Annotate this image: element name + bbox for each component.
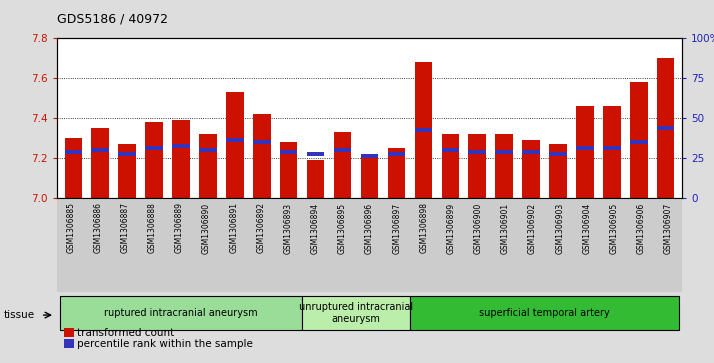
Text: GSM1306893: GSM1306893 [283, 203, 293, 253]
Text: ruptured intracranial aneurysm: ruptured intracranial aneurysm [104, 308, 258, 318]
Bar [119, 144, 136, 198]
Bar [441, 148, 459, 152]
Text: GSM1306899: GSM1306899 [446, 203, 456, 253]
Text: GSM1306897: GSM1306897 [392, 203, 401, 253]
Bar [388, 148, 405, 198]
Text: GSM1306892: GSM1306892 [256, 203, 266, 253]
Text: GSM1306894: GSM1306894 [311, 203, 320, 253]
Bar [468, 150, 486, 154]
Bar [199, 148, 216, 152]
Bar [146, 146, 163, 150]
Bar [523, 150, 540, 154]
Bar [172, 144, 190, 148]
Bar [496, 150, 513, 154]
Bar [361, 154, 378, 158]
Bar [226, 92, 243, 198]
Bar [253, 114, 271, 198]
Text: GSM1306887: GSM1306887 [121, 203, 129, 253]
Text: GSM1306904: GSM1306904 [583, 203, 591, 254]
Bar [226, 138, 243, 142]
Bar [630, 140, 648, 144]
Text: GSM1306889: GSM1306889 [175, 203, 183, 253]
Bar [496, 134, 513, 198]
Bar [415, 62, 432, 198]
Text: GSM1306906: GSM1306906 [637, 203, 645, 254]
Bar [576, 106, 593, 198]
Bar [307, 152, 324, 156]
Text: GSM1306888: GSM1306888 [148, 203, 156, 253]
Text: GDS5186 / 40972: GDS5186 / 40972 [57, 13, 168, 26]
Bar [657, 126, 675, 130]
Text: percentile rank within the sample: percentile rank within the sample [77, 339, 253, 349]
Text: GSM1306898: GSM1306898 [419, 203, 428, 253]
Bar [307, 160, 324, 198]
Bar [91, 128, 109, 198]
Bar [603, 146, 620, 150]
Bar [523, 140, 540, 198]
Text: GSM1306901: GSM1306901 [501, 203, 510, 253]
Bar [468, 134, 486, 198]
Bar [657, 58, 675, 198]
Bar [91, 148, 109, 152]
Bar [172, 120, 190, 198]
Bar [253, 140, 271, 144]
Text: unruptured intracranial
aneurysm: unruptured intracranial aneurysm [299, 302, 413, 324]
Bar [415, 128, 432, 132]
Text: GSM1306896: GSM1306896 [365, 203, 374, 253]
Bar [334, 132, 351, 198]
Bar [549, 144, 567, 198]
Text: GSM1306903: GSM1306903 [555, 203, 564, 254]
Bar [441, 134, 459, 198]
Text: GSM1306907: GSM1306907 [664, 203, 673, 254]
Text: GSM1306902: GSM1306902 [528, 203, 537, 253]
Bar [549, 152, 567, 156]
Bar [146, 122, 163, 198]
FancyBboxPatch shape [60, 296, 302, 330]
Text: GSM1306890: GSM1306890 [202, 203, 211, 253]
Bar [603, 106, 620, 198]
Bar [119, 152, 136, 156]
Text: tissue: tissue [4, 310, 35, 320]
Bar [280, 150, 298, 154]
Bar [64, 138, 82, 198]
Text: GSM1306891: GSM1306891 [229, 203, 238, 253]
Bar [334, 148, 351, 152]
FancyBboxPatch shape [410, 296, 679, 330]
Bar [361, 156, 378, 198]
Bar [199, 134, 216, 198]
Text: superficial temporal artery: superficial temporal artery [479, 308, 610, 318]
Bar [388, 152, 405, 156]
Text: GSM1306895: GSM1306895 [338, 203, 347, 253]
Text: GSM1306905: GSM1306905 [610, 203, 618, 254]
Bar [280, 142, 298, 198]
Text: GSM1306900: GSM1306900 [473, 203, 483, 254]
Text: GSM1306886: GSM1306886 [94, 203, 102, 253]
Text: GSM1306885: GSM1306885 [66, 203, 75, 253]
Bar [630, 82, 648, 198]
Bar [64, 150, 82, 154]
FancyBboxPatch shape [302, 296, 410, 330]
Text: transformed count: transformed count [77, 327, 174, 338]
Bar [576, 146, 593, 150]
